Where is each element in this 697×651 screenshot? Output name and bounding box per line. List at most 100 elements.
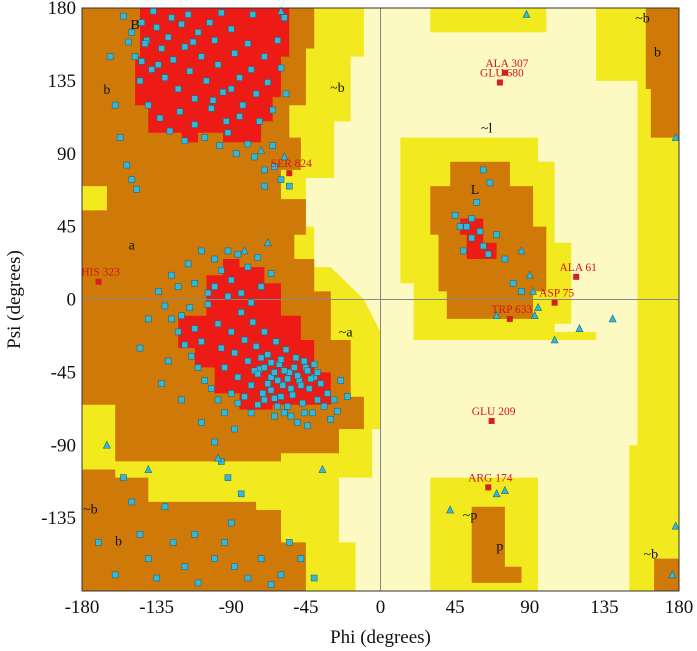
residue-point xyxy=(206,19,213,26)
residue-point xyxy=(169,56,177,64)
residue-point xyxy=(509,280,517,287)
allowed-region-p xyxy=(471,506,522,583)
residue-point xyxy=(285,182,293,190)
residue-point xyxy=(201,377,209,384)
residue-point xyxy=(254,370,262,378)
outlier-label: SER 824 xyxy=(271,158,312,170)
residue-point xyxy=(257,555,265,562)
outlier-point xyxy=(573,273,580,280)
residue-point xyxy=(211,555,218,562)
glycine-point xyxy=(492,311,501,319)
residue-point xyxy=(279,382,286,389)
glycine-point xyxy=(318,464,327,473)
generous-region-top xyxy=(430,8,547,33)
allowed-region-right xyxy=(645,8,679,138)
y-tick-label: -90 xyxy=(51,435,76,456)
outlier-point xyxy=(95,278,102,285)
residue-point xyxy=(201,134,209,141)
residue-point xyxy=(141,40,149,47)
residue-point xyxy=(267,270,275,277)
residue-point xyxy=(198,338,205,345)
region-label: b xyxy=(654,46,661,61)
residue-point xyxy=(186,67,194,75)
residue-point xyxy=(236,113,243,120)
residue-point xyxy=(227,328,235,336)
outlier-point xyxy=(501,69,508,76)
residue-point xyxy=(234,373,242,381)
residue-point xyxy=(267,386,275,394)
residue-point xyxy=(150,7,157,15)
residue-point xyxy=(314,369,321,376)
outlier-point xyxy=(286,170,293,177)
residue-point xyxy=(277,393,285,400)
residue-point xyxy=(194,579,202,587)
glycine-point xyxy=(522,9,531,18)
outlier-label: ALA 61 xyxy=(559,262,597,274)
residue-point xyxy=(309,409,316,417)
region-label: ~p xyxy=(463,509,478,524)
region-label: ~b xyxy=(330,81,345,96)
residue-point xyxy=(264,380,272,388)
glycine-point xyxy=(575,323,584,332)
residue-point xyxy=(271,369,278,376)
residue-point xyxy=(486,179,494,187)
residue-point xyxy=(178,20,185,28)
residue-point xyxy=(161,302,169,310)
residue-point xyxy=(252,343,260,350)
residue-point xyxy=(289,391,296,399)
outlier-label: GLU 209 xyxy=(472,406,516,418)
residue-point xyxy=(249,11,257,18)
y-tick-label: 180 xyxy=(48,0,77,19)
residue-point xyxy=(259,390,267,397)
residue-point xyxy=(281,14,288,22)
residue-point xyxy=(186,304,194,311)
residue-point xyxy=(460,247,467,255)
outlier-label: HIS 323 xyxy=(81,267,120,279)
core-region-alpha xyxy=(178,259,331,410)
residue-point xyxy=(307,375,315,383)
residue-point xyxy=(281,409,288,417)
residue-point xyxy=(480,166,487,174)
outlier-label: GLU 680 xyxy=(480,67,524,79)
residue-point xyxy=(287,385,295,392)
residue-point xyxy=(269,142,277,149)
residue-point xyxy=(244,140,252,148)
region-label: p xyxy=(496,540,503,555)
residue-point xyxy=(244,574,252,582)
residue-point xyxy=(203,77,210,85)
glycine-point xyxy=(608,314,617,323)
residue-point xyxy=(138,58,145,65)
x-tick-label: -180 xyxy=(65,597,100,618)
residue-point xyxy=(189,38,197,46)
x-tick-label: 180 xyxy=(665,597,694,618)
residue-point xyxy=(224,129,232,136)
residue-point xyxy=(241,336,248,344)
residue-point xyxy=(300,357,308,365)
residue-point xyxy=(156,114,164,122)
residue-point xyxy=(284,403,291,410)
outlier-label: ALA 307 xyxy=(485,58,528,70)
residue-point xyxy=(136,531,144,538)
residue-point xyxy=(473,199,480,206)
residue-point xyxy=(95,539,102,546)
glycine-point xyxy=(257,145,266,154)
x-tick-label: -135 xyxy=(139,597,174,618)
residue-point xyxy=(281,367,288,375)
outlier-point xyxy=(485,484,492,491)
residue-point xyxy=(264,79,272,86)
glycine-point xyxy=(500,485,509,494)
residue-point xyxy=(148,66,155,73)
residue-point xyxy=(181,43,189,51)
generous-notch xyxy=(82,186,107,211)
residue-point xyxy=(153,574,160,582)
residue-point xyxy=(310,360,318,368)
residue-point xyxy=(327,416,335,423)
residue-point xyxy=(237,490,245,498)
residue-point xyxy=(111,571,119,579)
region-label: ~a xyxy=(339,326,354,341)
glycine-point xyxy=(517,246,526,255)
residue-point xyxy=(191,531,199,538)
residue-point xyxy=(232,150,240,158)
allowed-region-bottom xyxy=(82,469,306,591)
